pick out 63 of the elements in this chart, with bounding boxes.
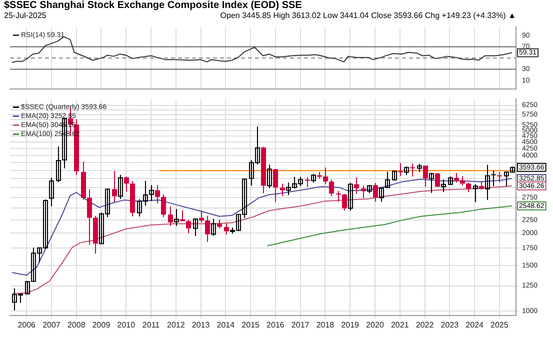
- x-tick-label: 2018: [316, 320, 335, 330]
- candlestick: [466, 182, 471, 193]
- x-tick-label: 2012: [167, 320, 186, 330]
- candlestick: [460, 176, 465, 186]
- x-tick-label: 2016: [266, 320, 285, 330]
- chart-title: $SSEC Shanghai Stock Exchange Composite Index (EOD) SSE: [4, 0, 302, 11]
- candlestick: [398, 162, 403, 176]
- candlestick: [336, 190, 341, 202]
- candlestick: [429, 172, 434, 194]
- x-tick-label: 2020: [366, 320, 384, 330]
- candlestick: [49, 177, 54, 207]
- candlestick: [410, 162, 415, 178]
- candlestick: [224, 223, 229, 236]
- candlestick: [186, 219, 191, 234]
- candlestick: [329, 179, 334, 197]
- candlestick: [267, 164, 272, 189]
- x-tick-label: 2024: [466, 320, 484, 330]
- candlestick: [435, 172, 440, 188]
- candlestick: [485, 164, 490, 200]
- x-tick-label: 2008: [67, 320, 86, 330]
- candlestick: [491, 170, 496, 187]
- x-tick-label: 2014: [216, 320, 236, 330]
- text: Open 3445.85 High 3613.02 Low 3441.04 Close 3593.66 Chg +149.23 (+4.33%) ▲: [220, 11, 516, 20]
- candlestick: [348, 182, 353, 212]
- x-tick-label: 2023: [440, 320, 460, 330]
- candlestick: [497, 172, 502, 183]
- candlestick: [161, 194, 166, 218]
- candlestick: [392, 170, 397, 181]
- candlestick: [342, 193, 347, 211]
- candlestick: [454, 172, 459, 184]
- x-tick-label: 2013: [192, 320, 210, 330]
- candlestick: [211, 218, 216, 236]
- candlestick: [174, 208, 179, 226]
- chart-subtitle: 25-Jul-2025: [4, 11, 46, 20]
- candlestick: [168, 206, 173, 226]
- candlestick: [423, 165, 428, 188]
- x-tick-label: 2011: [142, 320, 160, 330]
- x-tick-label: 2021: [390, 320, 410, 330]
- candlestick: [473, 184, 478, 203]
- candlestick: [441, 178, 446, 192]
- candlestick: [280, 183, 285, 197]
- x-tick-label: 2006: [18, 320, 36, 330]
- candlestick: [323, 167, 328, 185]
- x-tick-label: 2009: [92, 320, 111, 330]
- x-tick-label: 2010: [117, 320, 136, 330]
- candlestick: [193, 218, 198, 236]
- candlestick: [180, 210, 185, 222]
- candlestick: [373, 182, 378, 202]
- candlestick: [155, 184, 160, 204]
- candlestick: [118, 174, 123, 200]
- candlestick: [305, 176, 310, 188]
- candlestick: [112, 170, 117, 202]
- candlestick: [354, 176, 359, 194]
- x-tick-label: 2022: [416, 320, 434, 330]
- x-tick-label: 2007: [42, 320, 61, 330]
- candlestick: [205, 215, 210, 242]
- x-tick-label: 2017: [291, 320, 310, 330]
- x-tick-label: 2015: [242, 320, 260, 330]
- candlestick: [124, 176, 129, 192]
- candlestick: [273, 168, 278, 203]
- candlestick: [199, 210, 204, 223]
- x-tick-label: 2025: [490, 320, 509, 330]
- x-tick-label: 2019: [341, 320, 360, 330]
